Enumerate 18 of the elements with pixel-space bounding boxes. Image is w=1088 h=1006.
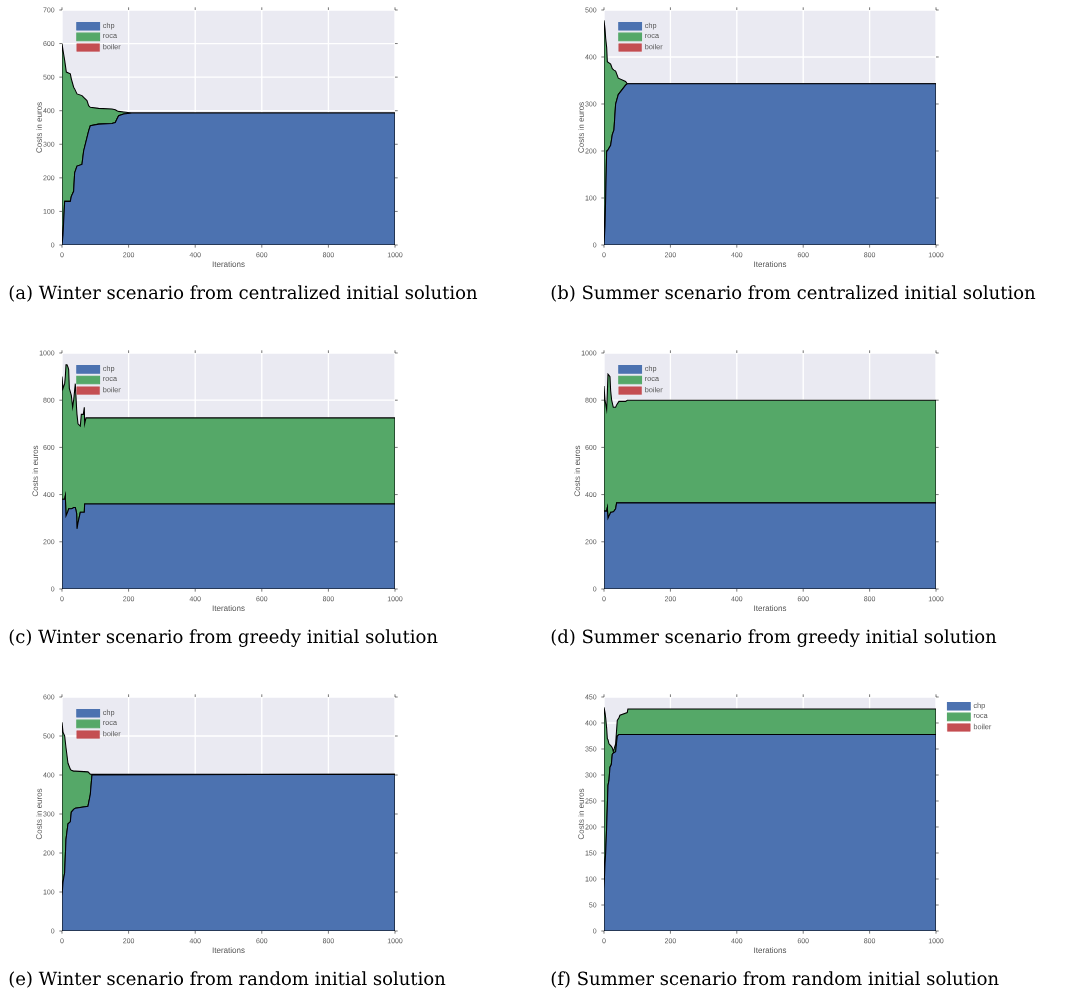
- x-axis-title: Iterations: [754, 605, 787, 611]
- x-axis-title: Iterations: [212, 947, 245, 953]
- y-axis-title: Costs in euros: [32, 445, 39, 497]
- y-axis-title: Costs in euros: [578, 788, 584, 840]
- x-axis-title: Iterations: [212, 261, 245, 267]
- text: (a) Winter scenario from centralized initial solution: [9, 285, 478, 302]
- x-axis-title: Iterations: [754, 947, 787, 953]
- y-axis-title: Costs in euros: [578, 102, 584, 153]
- y-axis-title: Costs in euros: [36, 102, 42, 153]
- text: (d) Summer scenario from greedy initial solution: [551, 629, 997, 647]
- y-axis-title: Costs in euros: [574, 445, 581, 497]
- x-axis-title: Iterations: [212, 605, 245, 611]
- x-axis-title: Iterations: [754, 261, 787, 267]
- y-axis-title: Costs in euros: [36, 788, 42, 840]
- text: (f) Summer scenario from random initial solution: [551, 971, 999, 988]
- text: (e) Winter scenario from random initial solution: [9, 971, 446, 988]
- text: (c) Winter scenario from greedy initial solution: [9, 629, 438, 647]
- text: (b) Summer scenario from centralized initial solution: [551, 285, 1036, 302]
